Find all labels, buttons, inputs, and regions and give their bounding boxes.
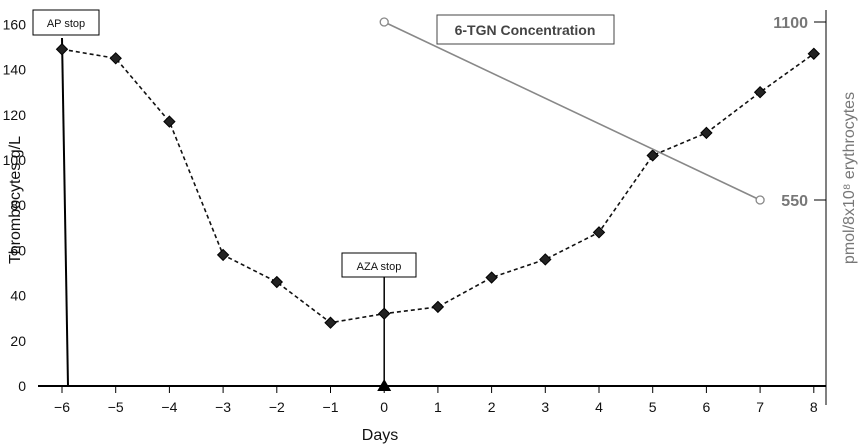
thrombocytes-point — [646, 149, 659, 162]
x-tick-label: 6 — [703, 399, 711, 415]
x-tick-label: 0 — [380, 399, 388, 415]
x-tick-label: −3 — [215, 399, 231, 415]
series-6tgn — [379, 17, 765, 205]
x-tick-label: −4 — [161, 399, 177, 415]
x-tick-label: −2 — [269, 399, 285, 415]
y2-tick-label: 550 — [781, 193, 808, 210]
y-tick-label: 40 — [10, 288, 26, 304]
thrombocytes-point — [431, 300, 445, 314]
thrombocytes-point — [109, 52, 122, 65]
thrombocytes-point — [592, 226, 606, 239]
tgn-line — [383, 21, 761, 201]
x-tick-label: 8 — [810, 399, 818, 415]
x-tick-label: 2 — [488, 399, 496, 415]
ap-stop-box — [32, 9, 100, 36]
thrombocytes-point — [324, 316, 337, 329]
legend: 6-TGN Concentration — [436, 14, 615, 45]
thrombocytes-point — [539, 253, 552, 266]
y-tick-label: 80 — [10, 197, 26, 213]
thrombocytes-point — [216, 248, 230, 262]
y-axis-left: 0 20 40 60 80 100 120 140 160 — [3, 16, 27, 394]
ap-stop-line — [61, 37, 69, 387]
legend-label: 6-TGN Concentration — [455, 22, 596, 38]
tgn-point — [379, 17, 389, 27]
x-axis: −6 −5 −4 −3 −2 −1 0 1 2 3 4 5 6 7 8 — [38, 385, 826, 415]
thrombocytes-point — [55, 43, 69, 56]
y-tick-label: 160 — [3, 16, 27, 32]
y-tick-label: 0 — [18, 378, 26, 394]
x-tick-label: 7 — [756, 399, 764, 415]
y-tick-label: 20 — [10, 333, 26, 349]
y-tick-label: 120 — [3, 107, 27, 123]
aza-stop-box — [341, 252, 417, 278]
x-tick-label: 5 — [649, 399, 657, 415]
thrombocytes-point — [485, 271, 498, 284]
y-axis-right: 550 1100 — [773, 10, 827, 405]
y-tick-label: 100 — [3, 152, 27, 168]
x-tick-label: −5 — [108, 399, 124, 415]
thrombocytes-point — [807, 47, 821, 60]
y-tick-label: 140 — [3, 62, 27, 78]
aza-stop-triangle — [377, 379, 392, 391]
aza-stop-label: AZA stop — [357, 261, 402, 273]
thrombocytes-point — [700, 126, 713, 140]
thrombocytes-point — [753, 85, 767, 99]
y2-tick-label: 1100 — [773, 15, 808, 32]
series-thrombocytes — [55, 43, 821, 329]
x-tick-label: −6 — [54, 399, 70, 415]
y-axis-title: Thrombocytes g/L — [7, 136, 24, 264]
thrombocytes-line — [61, 48, 815, 324]
tgn-point — [755, 195, 765, 205]
x-tick-label: 1 — [434, 399, 442, 415]
thrombocytes-point — [377, 307, 391, 320]
y2-axis-title: pmol/8x10⁸ erythrocytes — [841, 92, 858, 264]
y-tick-label: 60 — [10, 242, 26, 258]
thrombocytes-point — [270, 275, 284, 289]
x-tick-label: 3 — [541, 399, 549, 415]
annotations: AP stop AZA stop — [32, 9, 417, 391]
ap-stop-label: AP stop — [47, 18, 85, 30]
x-tick-label: −1 — [323, 399, 339, 415]
legend-box — [436, 14, 615, 45]
x-tick-label: 4 — [595, 399, 603, 415]
thrombocytes-point — [163, 115, 176, 128]
x-axis-title: Days — [362, 427, 398, 444]
